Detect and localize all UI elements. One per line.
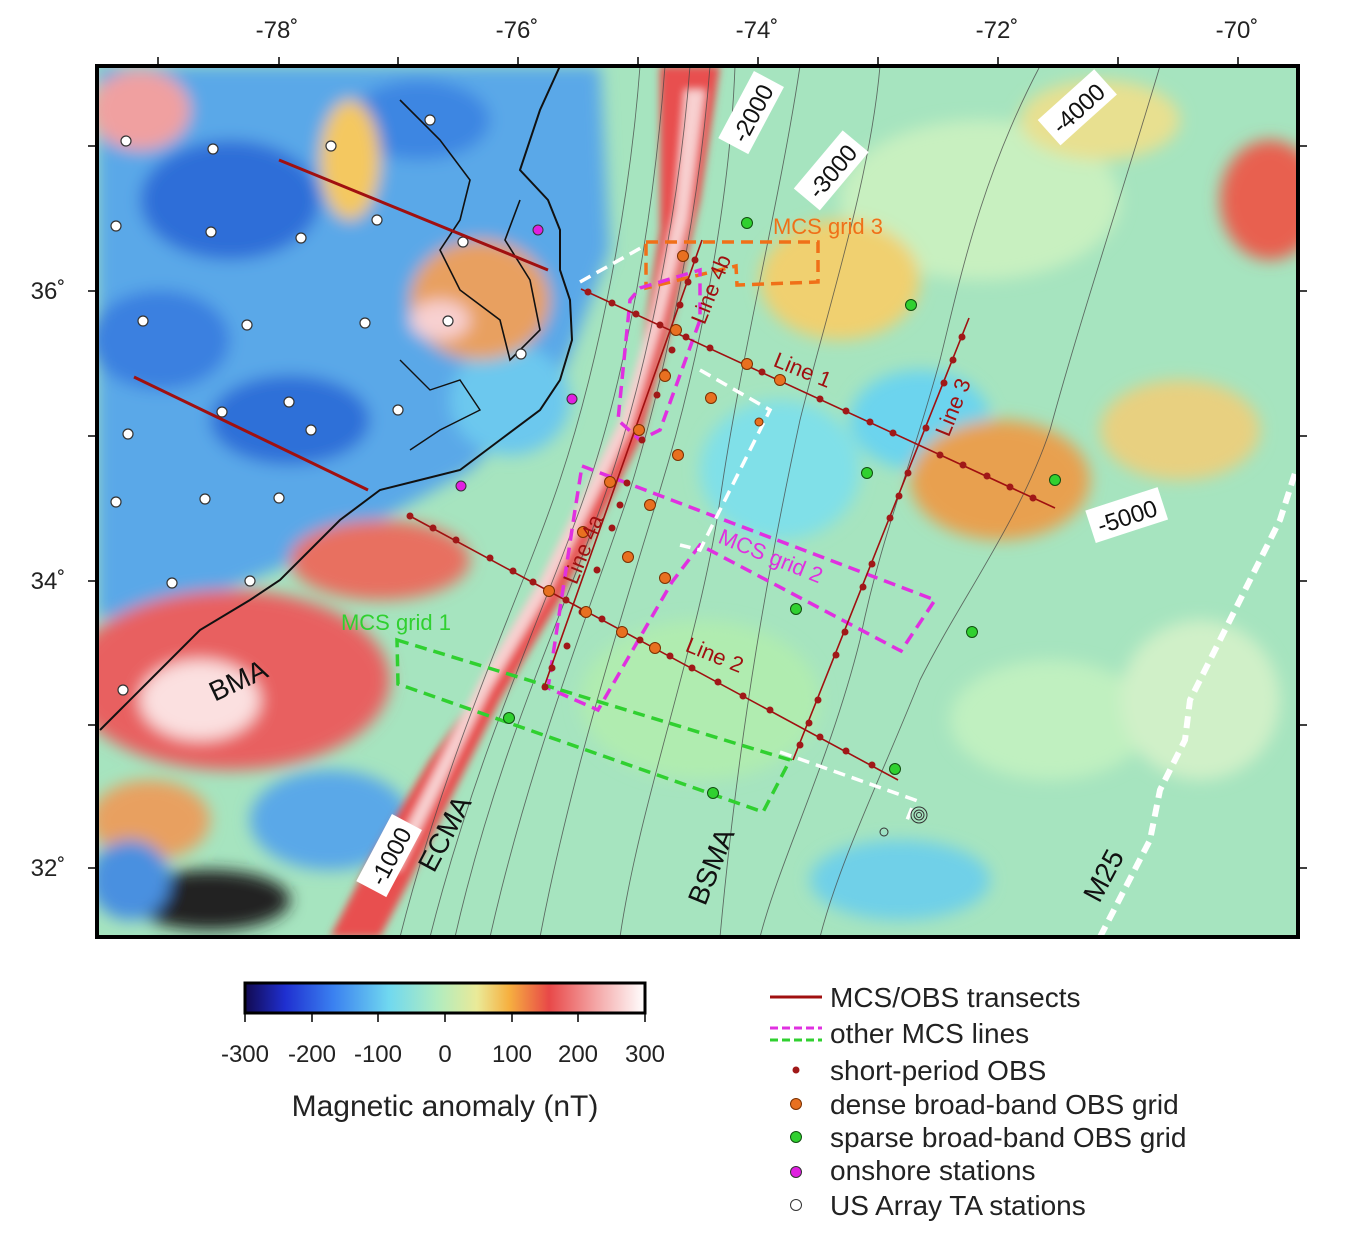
colorbar-ramp bbox=[243, 981, 647, 1015]
legend-item-onshore: onshore stations bbox=[790, 1155, 1035, 1186]
transect-line-2-onshore bbox=[133, 375, 369, 492]
colorbar-tick-200: 200 bbox=[558, 1041, 598, 1068]
sound-outline bbox=[399, 99, 541, 362]
colorbar-tick-neg100: -100 bbox=[354, 1041, 402, 1068]
mcs-grids bbox=[395, 240, 1298, 937]
sparse-obs bbox=[503, 217, 1061, 799]
legend-item-sparse: sparse broad-band OBS grid bbox=[790, 1122, 1186, 1153]
lat-label-32: 32˚ bbox=[31, 855, 66, 882]
legend-label: sparse broad-band OBS grid bbox=[830, 1122, 1186, 1153]
legend-item-transects: MCS/OBS transects bbox=[770, 982, 1081, 1013]
legend-label: dense broad-band OBS grid bbox=[830, 1089, 1179, 1120]
legend-symbol-dot bbox=[792, 1066, 800, 1074]
colorbar-title: Magnetic anomaly (nT) bbox=[292, 1090, 599, 1123]
lon-label-70: -70˚ bbox=[1216, 17, 1259, 44]
lon-label-72: -72˚ bbox=[976, 17, 1019, 44]
mcs-grid-2 bbox=[546, 463, 938, 713]
transect-line-3 bbox=[792, 317, 970, 761]
label-mcs-grid-3: MCS grid 3 bbox=[773, 214, 883, 239]
ta-stations bbox=[110, 114, 527, 696]
lon-label-76: -76˚ bbox=[496, 17, 539, 44]
seamount bbox=[879, 806, 928, 837]
legend: MCS/OBS transects other MCS lines short-… bbox=[770, 982, 1186, 1221]
lon-label-74: -74˚ bbox=[736, 17, 779, 44]
lon-label-78: -78˚ bbox=[256, 17, 299, 44]
white-mcs-line-3 bbox=[779, 750, 918, 826]
legend-label: MCS/OBS transects bbox=[830, 982, 1081, 1013]
colorbar-tick-neg300: -300 bbox=[221, 1041, 269, 1068]
colorbar: -300 -200 -100 0 100 200 300 Magnetic an… bbox=[221, 981, 665, 1123]
legend-item-other-mcs: other MCS lines bbox=[770, 1018, 1029, 1049]
label-mcs-grid-1: MCS grid 1 bbox=[341, 610, 451, 635]
map-panel: -1000 -2000 -3000 -4000 -5000 bbox=[31, 17, 1307, 939]
legend-symbol-dot bbox=[790, 1131, 802, 1143]
mcs-grid-1 bbox=[395, 637, 793, 815]
legend-symbol-dot bbox=[790, 1199, 802, 1211]
short-period-obs bbox=[406, 256, 1037, 769]
anomaly-field bbox=[97, 66, 1298, 930]
bathymetry-contours bbox=[399, 66, 1161, 937]
legend-symbol-dot bbox=[790, 1098, 802, 1110]
sound-outline-2 bbox=[399, 359, 482, 451]
legend-item-dense: dense broad-band OBS grid bbox=[790, 1089, 1179, 1120]
onshore-stations bbox=[455, 224, 578, 492]
legend-item-ta: US Array TA stations bbox=[790, 1190, 1086, 1221]
white-mcs-line-1 bbox=[579, 243, 647, 284]
legend-label: short-period OBS bbox=[830, 1055, 1046, 1086]
legend-symbol-dot bbox=[790, 1166, 802, 1178]
transect-line-4 bbox=[542, 239, 703, 691]
white-mcs-line-2 bbox=[679, 368, 773, 553]
legend-label: onshore stations bbox=[830, 1155, 1035, 1186]
map-ticks bbox=[88, 57, 1307, 869]
lat-label-36: 36˚ bbox=[31, 278, 66, 305]
map-frame bbox=[95, 64, 1300, 939]
colorbar-tick-300: 300 bbox=[625, 1041, 665, 1068]
legend-label: US Array TA stations bbox=[830, 1190, 1086, 1221]
m25-line bbox=[1097, 469, 1298, 937]
legend-label: other MCS lines bbox=[830, 1018, 1029, 1049]
transect-line-1-onshore bbox=[278, 158, 549, 272]
colorbar-tick-neg200: -200 bbox=[288, 1041, 336, 1068]
legend-item-short-period: short-period OBS bbox=[792, 1055, 1046, 1086]
colorbar-tick-0: 0 bbox=[438, 1041, 451, 1068]
dense-obs bbox=[543, 250, 786, 654]
lat-label-34: 34˚ bbox=[31, 568, 66, 595]
coastline bbox=[99, 66, 574, 731]
colorbar-tick-100: 100 bbox=[492, 1041, 532, 1068]
mcs-grid-extension bbox=[616, 267, 702, 443]
colorbar-ticks bbox=[244, 1013, 646, 1022]
